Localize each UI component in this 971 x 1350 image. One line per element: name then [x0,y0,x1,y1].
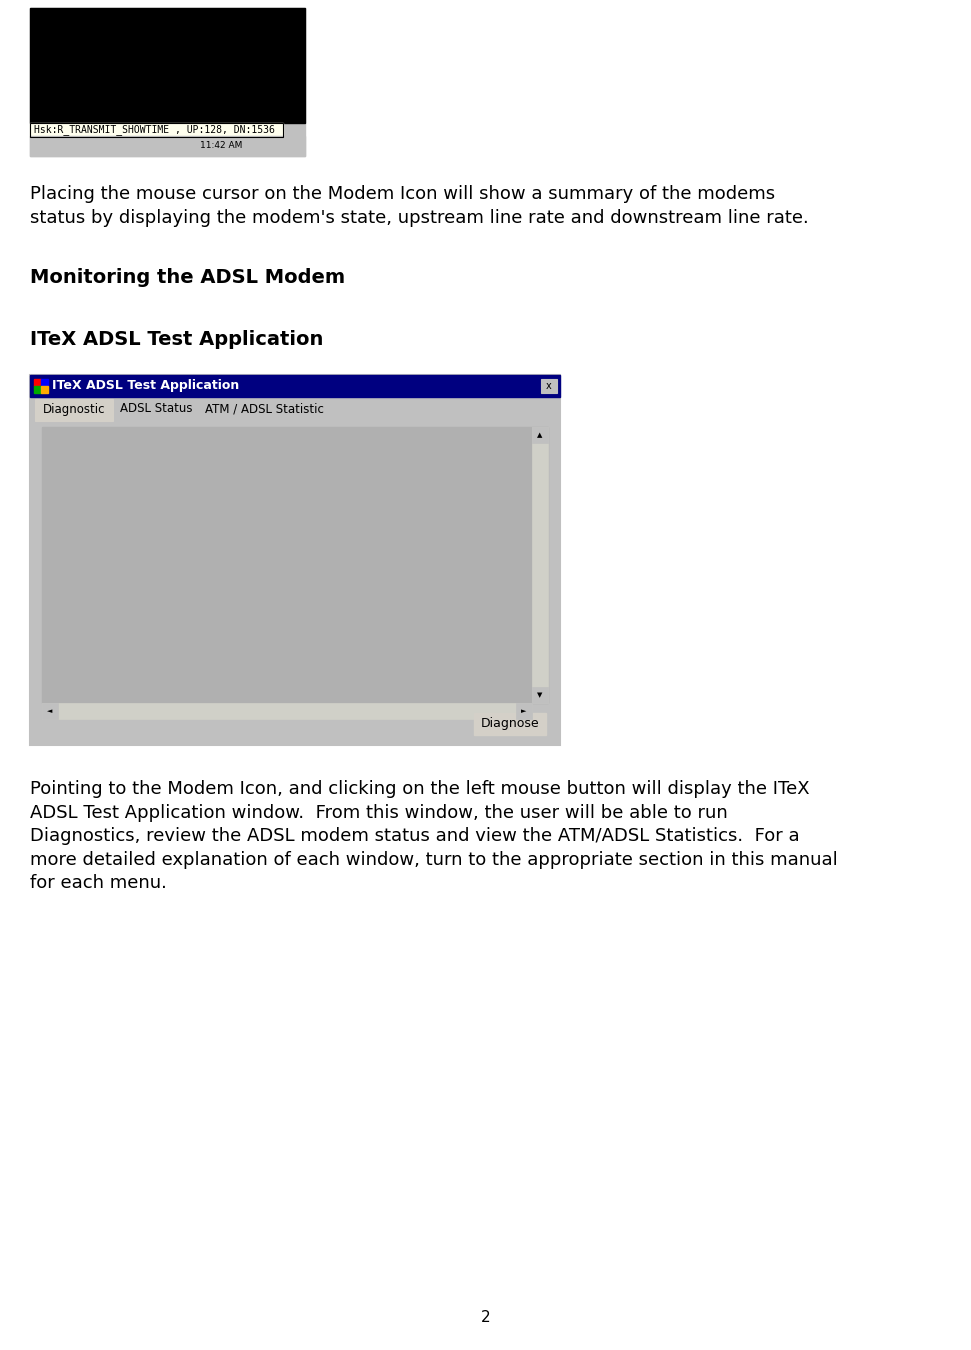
Text: Pointing to the Modem Icon, and clicking on the left mouse button will display t: Pointing to the Modem Icon, and clicking… [30,780,838,892]
Bar [115,400,197,418]
Bar [30,8,305,157]
Bar [30,123,283,136]
Text: Diagnose: Diagnose [481,717,539,730]
Text: x: x [546,381,552,392]
Text: Diagnostic: Diagnostic [43,404,105,417]
Bar [34,386,41,393]
Text: ITeX ADSL Test Application: ITeX ADSL Test Application [30,329,323,350]
Bar [474,713,546,734]
Bar [41,386,48,393]
Text: ITeX ADSL Test Application: ITeX ADSL Test Application [52,379,239,393]
Text: ◄: ◄ [48,707,52,714]
Bar [516,703,532,720]
Text: ►: ► [521,707,526,714]
Bar [541,379,557,393]
Text: 2: 2 [481,1310,490,1324]
Bar [30,123,283,136]
Bar [35,400,113,421]
Text: Placing the mouse cursor on the Modem Icon will show a summary of the modems
sta: Placing the mouse cursor on the Modem Ic… [30,185,809,227]
Bar [30,375,560,745]
Text: ▼: ▼ [537,693,543,698]
Bar [42,703,58,720]
Bar [42,703,532,720]
Text: ATM / ADSL Statistic: ATM / ADSL Statistic [205,402,323,416]
Text: Monitoring the ADSL Modem: Monitoring the ADSL Modem [30,269,345,288]
Bar [532,427,548,443]
Bar [30,136,305,157]
Text: 11:42 AM: 11:42 AM [200,142,243,150]
Text: Hsk:R_TRANSMIT_SHOWTIME , UP:128, DN:1536: Hsk:R_TRANSMIT_SHOWTIME , UP:128, DN:153… [34,124,275,135]
Bar [532,687,548,703]
Bar [30,8,305,123]
Bar [34,379,41,386]
Bar [199,400,329,418]
Bar [42,427,548,703]
Bar [41,379,48,386]
Text: ADSL Status: ADSL Status [119,402,192,416]
Bar [532,427,548,703]
Text: ▲: ▲ [537,432,543,437]
Bar [30,375,560,397]
